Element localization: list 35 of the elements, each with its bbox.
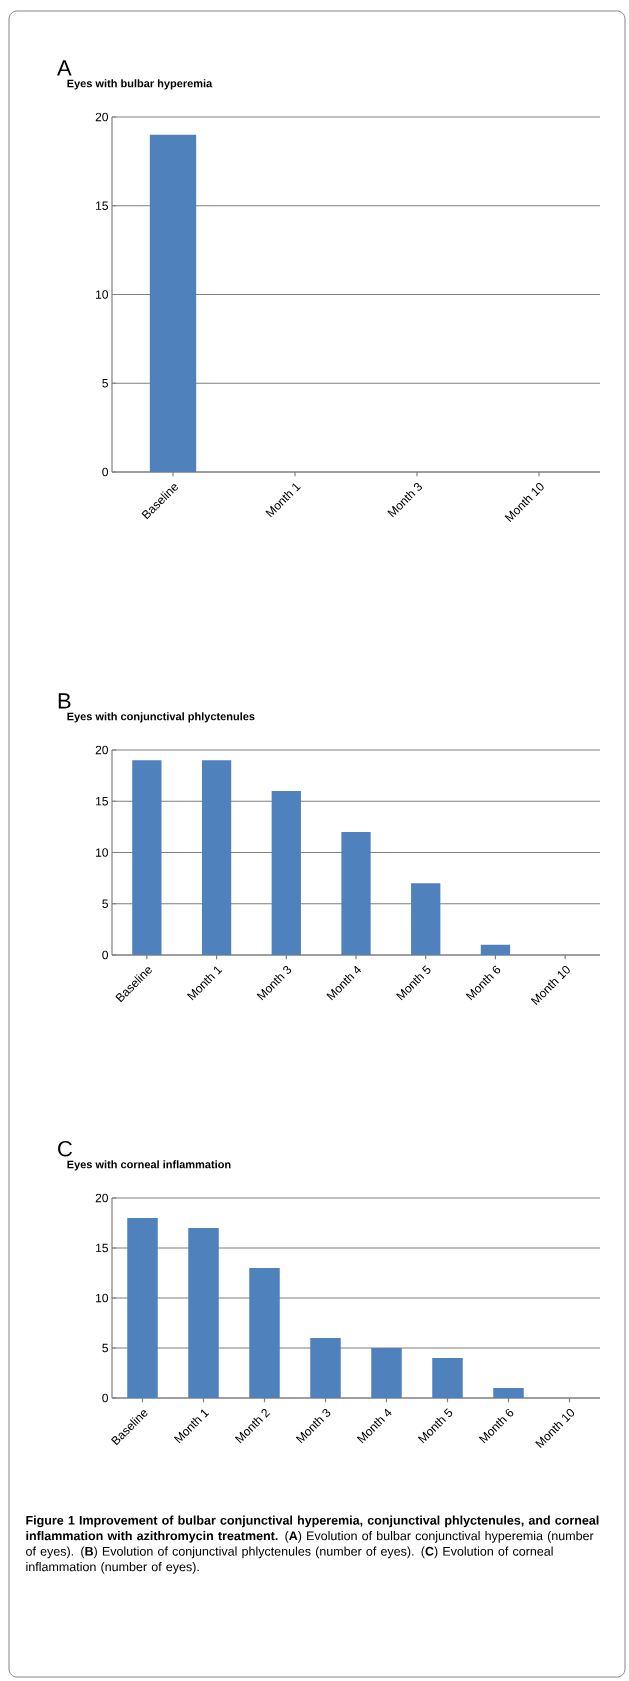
chart-title: Eyes with conjunctival phlyctenules	[67, 712, 255, 723]
text: C	[58, 1140, 73, 1157]
y-tick-label: 0	[102, 467, 109, 477]
bar	[310, 1338, 341, 1399]
bar	[493, 1388, 524, 1399]
text: A	[57, 60, 72, 76]
y-tick-label: 20	[95, 745, 109, 755]
chart-title: Eyes with corneal inflammation	[67, 1160, 231, 1171]
bar	[411, 883, 441, 956]
bar	[341, 832, 371, 956]
bar	[201, 760, 232, 956]
bar	[249, 1268, 280, 1399]
y-tick-label: 20	[95, 112, 109, 122]
y-tick-label: 20	[95, 1193, 109, 1203]
bar	[127, 1218, 158, 1399]
y-tick-label: 5	[102, 1343, 108, 1353]
y-tick-label: 5	[102, 379, 108, 388]
bar	[432, 1358, 463, 1399]
y-tick-label: 10	[96, 1293, 109, 1303]
y-tick-label: 0	[102, 950, 109, 960]
y-tick-label: 15	[96, 201, 108, 210]
bar	[480, 944, 511, 956]
bar	[132, 760, 162, 956]
y-tick-label: 15	[96, 797, 108, 806]
y-tick-label: 15	[96, 1243, 108, 1253]
y-tick-label: 10	[96, 848, 109, 857]
bar	[271, 791, 301, 956]
y-tick-label: 10	[96, 290, 109, 299]
chart-title: Eyes with bulbar hyperemia	[67, 79, 213, 90]
text: Figure 1 Improvement of bulbar conjunctival hyperemia, conjunctival phlyctenules, and corneal inflammation with azithromycin treatment. (A) Evolution of bulbar conjunctival hyperemia (number of eyes). (B) Evolution of conjunctival phlyctenules (number of eyes). (C) Evolution of corneal inflammation (number of eyes).	[26, 1515, 599, 1574]
y-tick-label: 5	[102, 899, 108, 908]
bar	[188, 1228, 219, 1399]
text: B	[58, 693, 71, 709]
y-tick-label: 0	[102, 1393, 109, 1403]
bar	[371, 1348, 402, 1399]
